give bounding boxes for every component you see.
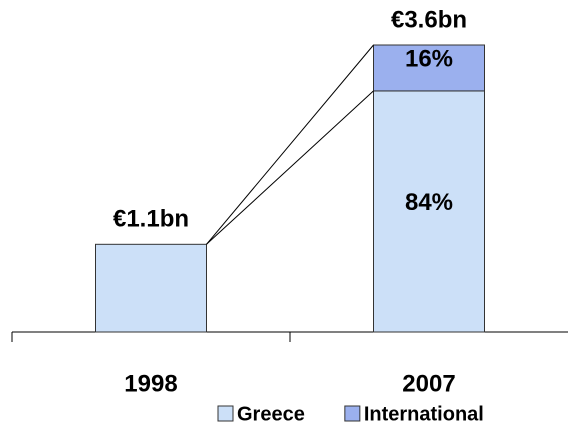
bar-segment	[373, 90, 485, 333]
x-tick-label: 1998	[124, 370, 177, 397]
x-tick-label: 2007	[402, 370, 455, 397]
bar-segment	[373, 44, 485, 92]
segment-label: 16%	[405, 45, 453, 72]
bar-segment	[95, 243, 207, 333]
connector	[206, 44, 374, 245]
legend-swatch	[344, 405, 361, 422]
legend-label: International	[364, 403, 484, 425]
legend-label: Greece	[237, 403, 305, 425]
segment-label: 84%	[405, 189, 453, 216]
connector	[206, 90, 374, 245]
total-label: €3.6bn	[391, 6, 467, 33]
total-label: €1.1bn	[113, 206, 189, 233]
legend-swatch	[217, 405, 234, 422]
